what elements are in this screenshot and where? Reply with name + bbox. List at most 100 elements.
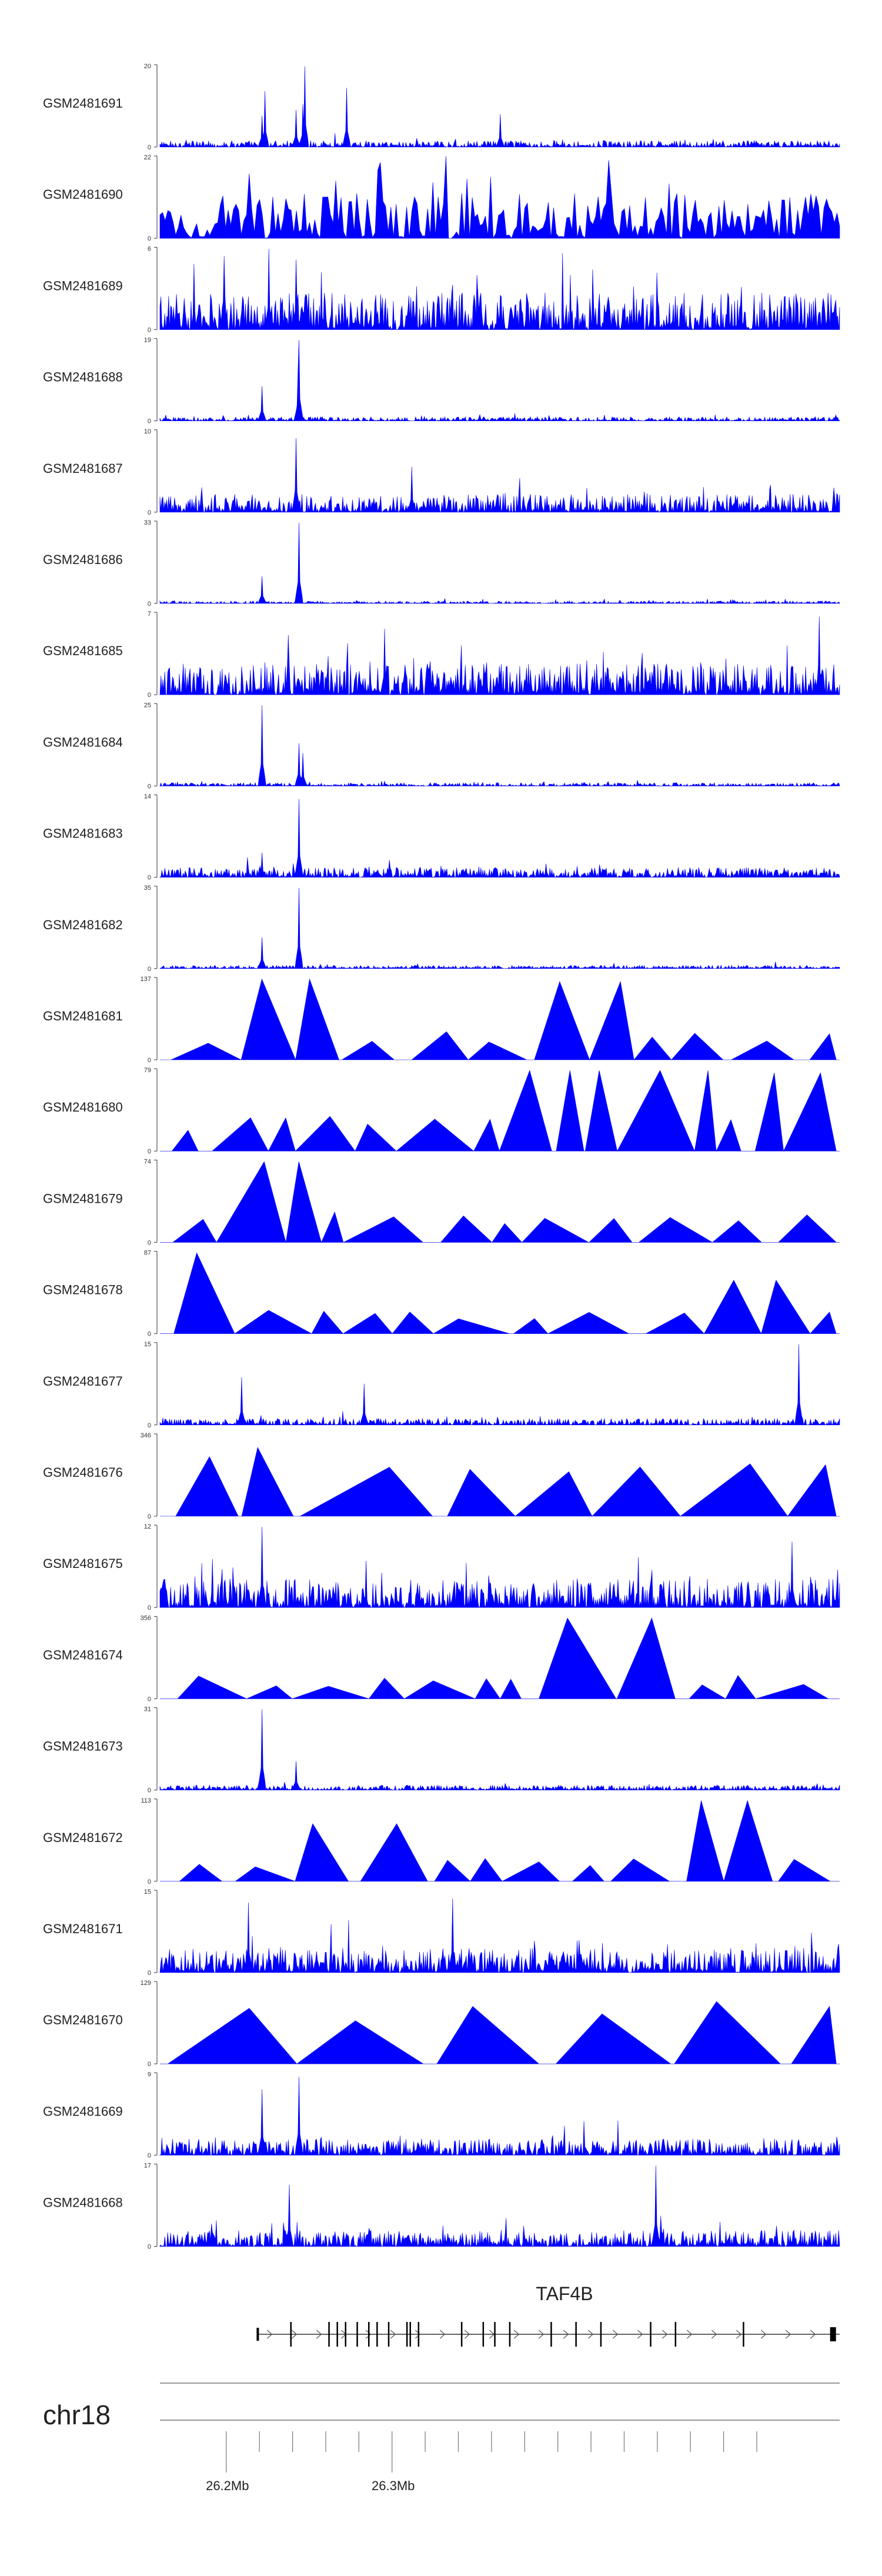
exon (336, 2322, 338, 2347)
track-label: GSM2481685 (43, 643, 123, 658)
gene-label: TAF4B (536, 2283, 593, 2304)
track-GSM2481687: GSM2481687 10 0 (43, 428, 840, 516)
track-GSM2481681: GSM2481681 137 0 (43, 976, 840, 1064)
y-min-tick-label: 0 (148, 600, 151, 608)
strand-arrow (662, 2330, 668, 2339)
y-min-tick-label: 0 (148, 326, 151, 333)
track-label: GSM2481669 (43, 2104, 123, 2118)
signal-area (159, 2077, 840, 2156)
y-max-tick-label: 129 (141, 1980, 151, 1987)
y-min-tick-label: 0 (148, 144, 151, 151)
track-GSM2481691: GSM2481691 20 0 (43, 63, 840, 151)
track-label: GSM2481690 (43, 187, 123, 202)
track-label: GSM2481683 (43, 826, 123, 841)
strand-arrow (711, 2330, 717, 2339)
track-GSM2481675: GSM2481675 12 0 (43, 1523, 840, 1611)
exon (376, 2322, 378, 2347)
genomic-axis: 26.2Mb 26.3Mb (206, 2431, 757, 2493)
signal-area (160, 1252, 840, 1334)
y-max-tick-label: 15 (144, 1341, 151, 1348)
track-label: GSM2481689 (43, 278, 123, 293)
signal-tracks: GSM2481691200GSM2481690220GSM248168960GS… (43, 63, 840, 2251)
signal-area (159, 340, 840, 422)
signal-area (160, 1800, 840, 1882)
track-label: GSM2481673 (43, 1739, 123, 1754)
track-label: GSM2481682 (43, 917, 123, 932)
signal-area (160, 1617, 840, 1699)
y-min-tick-label: 0 (148, 1696, 151, 1703)
exon (406, 2322, 408, 2347)
strand-arrow (316, 2330, 322, 2339)
exon (256, 2328, 259, 2341)
y-max-tick-label: 35 (144, 885, 151, 892)
y-max-tick-label: 17 (144, 2163, 151, 2170)
y-min-tick-label: 0 (148, 2244, 151, 2251)
track-GSM2481676: GSM2481676 346 0 (43, 1432, 840, 1520)
exon (460, 2322, 463, 2347)
track-GSM2481672: GSM2481672 113 0 (43, 1797, 840, 1886)
exon (674, 2322, 677, 2347)
exon (600, 2322, 602, 2347)
track-label: GSM2481671 (43, 1921, 123, 1936)
strand-arrow (415, 2330, 421, 2339)
exon (409, 2322, 411, 2347)
track-label: GSM2481675 (43, 1556, 123, 1571)
gene-track: TAF4B (256, 2283, 840, 2347)
y-max-tick-label: 19 (144, 337, 151, 344)
track-label: GSM2481688 (43, 370, 123, 385)
signal-area (160, 978, 840, 1061)
track-label: GSM2481678 (43, 1283, 123, 1297)
y-max-tick-label: 87 (144, 1250, 151, 1257)
y-min-tick-label: 0 (148, 783, 151, 790)
strand-arrow (291, 2330, 298, 2339)
track-GSM2481669: GSM2481669 9 0 (43, 2071, 840, 2159)
track-GSM2481673: GSM2481673 31 0 (43, 1706, 840, 1794)
strand-arrow (464, 2330, 470, 2339)
y-max-tick-label: 74 (144, 1158, 151, 1165)
chromosome-ideogram: chr18 (43, 2383, 840, 2430)
signal-area (159, 249, 840, 331)
track-GSM2481689: GSM2481689 6 0 (43, 245, 840, 333)
strand-arrow (760, 2330, 767, 2339)
track-GSM2481685: GSM2481685 7 0 (43, 610, 840, 699)
y-max-tick-label: 33 (144, 519, 151, 526)
track-label: GSM2481687 (43, 461, 123, 476)
exon (650, 2322, 652, 2347)
track-GSM2481682: GSM2481682 35 0 (43, 885, 840, 973)
y-max-tick-label: 14 (144, 793, 151, 800)
y-min-tick-label: 0 (148, 1148, 151, 1155)
track-GSM2481684: GSM2481684 25 0 (43, 702, 840, 790)
track-GSM2481680: GSM2481680 79 0 (43, 1067, 840, 1155)
exon (345, 2322, 346, 2347)
signal-area (159, 887, 840, 969)
strand-arrow (439, 2330, 446, 2339)
y-max-tick-label: 356 (141, 1614, 151, 1621)
track-label: GSM2481668 (43, 2195, 123, 2210)
signal-area (160, 1070, 840, 1152)
track-GSM2481683: GSM2481683 14 0 (43, 793, 840, 882)
signal-area (159, 799, 840, 878)
track-GSM2481671: GSM2481671 15 0 (43, 1888, 840, 1977)
strand-arrow (810, 2330, 816, 2339)
y-min-tick-label: 0 (148, 875, 151, 882)
exon (387, 2322, 390, 2347)
signal-area (159, 1898, 840, 1973)
y-min-tick-label: 0 (148, 1331, 151, 1338)
y-max-tick-label: 7 (148, 610, 151, 618)
signal-area (159, 1344, 840, 1426)
exon (482, 2322, 485, 2347)
exon (356, 2322, 358, 2347)
signal-area (160, 1447, 840, 1517)
signal-area (159, 438, 840, 513)
y-min-tick-label: 0 (148, 966, 151, 973)
chromosome-label: chr18 (43, 2400, 111, 2430)
track-label: GSM2481686 (43, 552, 123, 567)
strand-arrow (513, 2330, 520, 2339)
track-label: GSM2481672 (43, 1830, 123, 1845)
y-max-tick-label: 25 (144, 702, 151, 709)
exon (368, 2322, 370, 2347)
exon (494, 2322, 496, 2347)
signal-area (159, 156, 840, 239)
signal-area (159, 1526, 840, 1609)
y-max-tick-label: 137 (141, 976, 151, 983)
